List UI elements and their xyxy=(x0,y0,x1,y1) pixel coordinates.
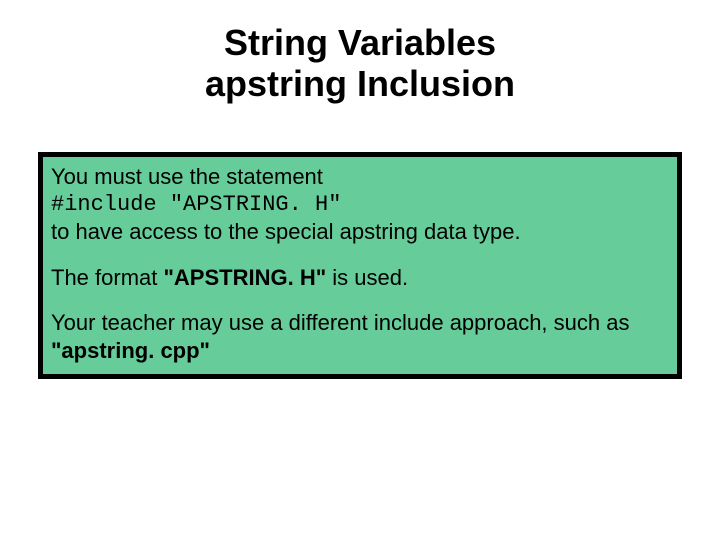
para3-prefix: Your teacher may use a different include… xyxy=(51,310,629,335)
para2: The format "APSTRING. H" is used. xyxy=(51,264,669,292)
para2-prefix: The format xyxy=(51,265,163,290)
paragraph-gap xyxy=(51,291,669,309)
title-line-1: String Variables xyxy=(0,22,720,63)
para1-code: #include "APSTRING. H" xyxy=(51,191,669,219)
paragraph-gap xyxy=(51,246,669,264)
content-box: You must use the statement #include "APS… xyxy=(38,152,682,379)
para2-suffix: is used. xyxy=(326,265,408,290)
slide-title: String Variables apstring Inclusion xyxy=(0,22,720,105)
slide: String Variables apstring Inclusion You … xyxy=(0,0,720,540)
para1-line3: to have access to the special apstring d… xyxy=(51,218,669,246)
para1-line1: You must use the statement xyxy=(51,163,669,191)
para3-bold: "apstring. cpp" xyxy=(51,338,210,363)
para2-bold: "APSTRING. H" xyxy=(163,265,326,290)
title-line-2: apstring Inclusion xyxy=(0,63,720,104)
para3: Your teacher may use a different include… xyxy=(51,309,669,364)
